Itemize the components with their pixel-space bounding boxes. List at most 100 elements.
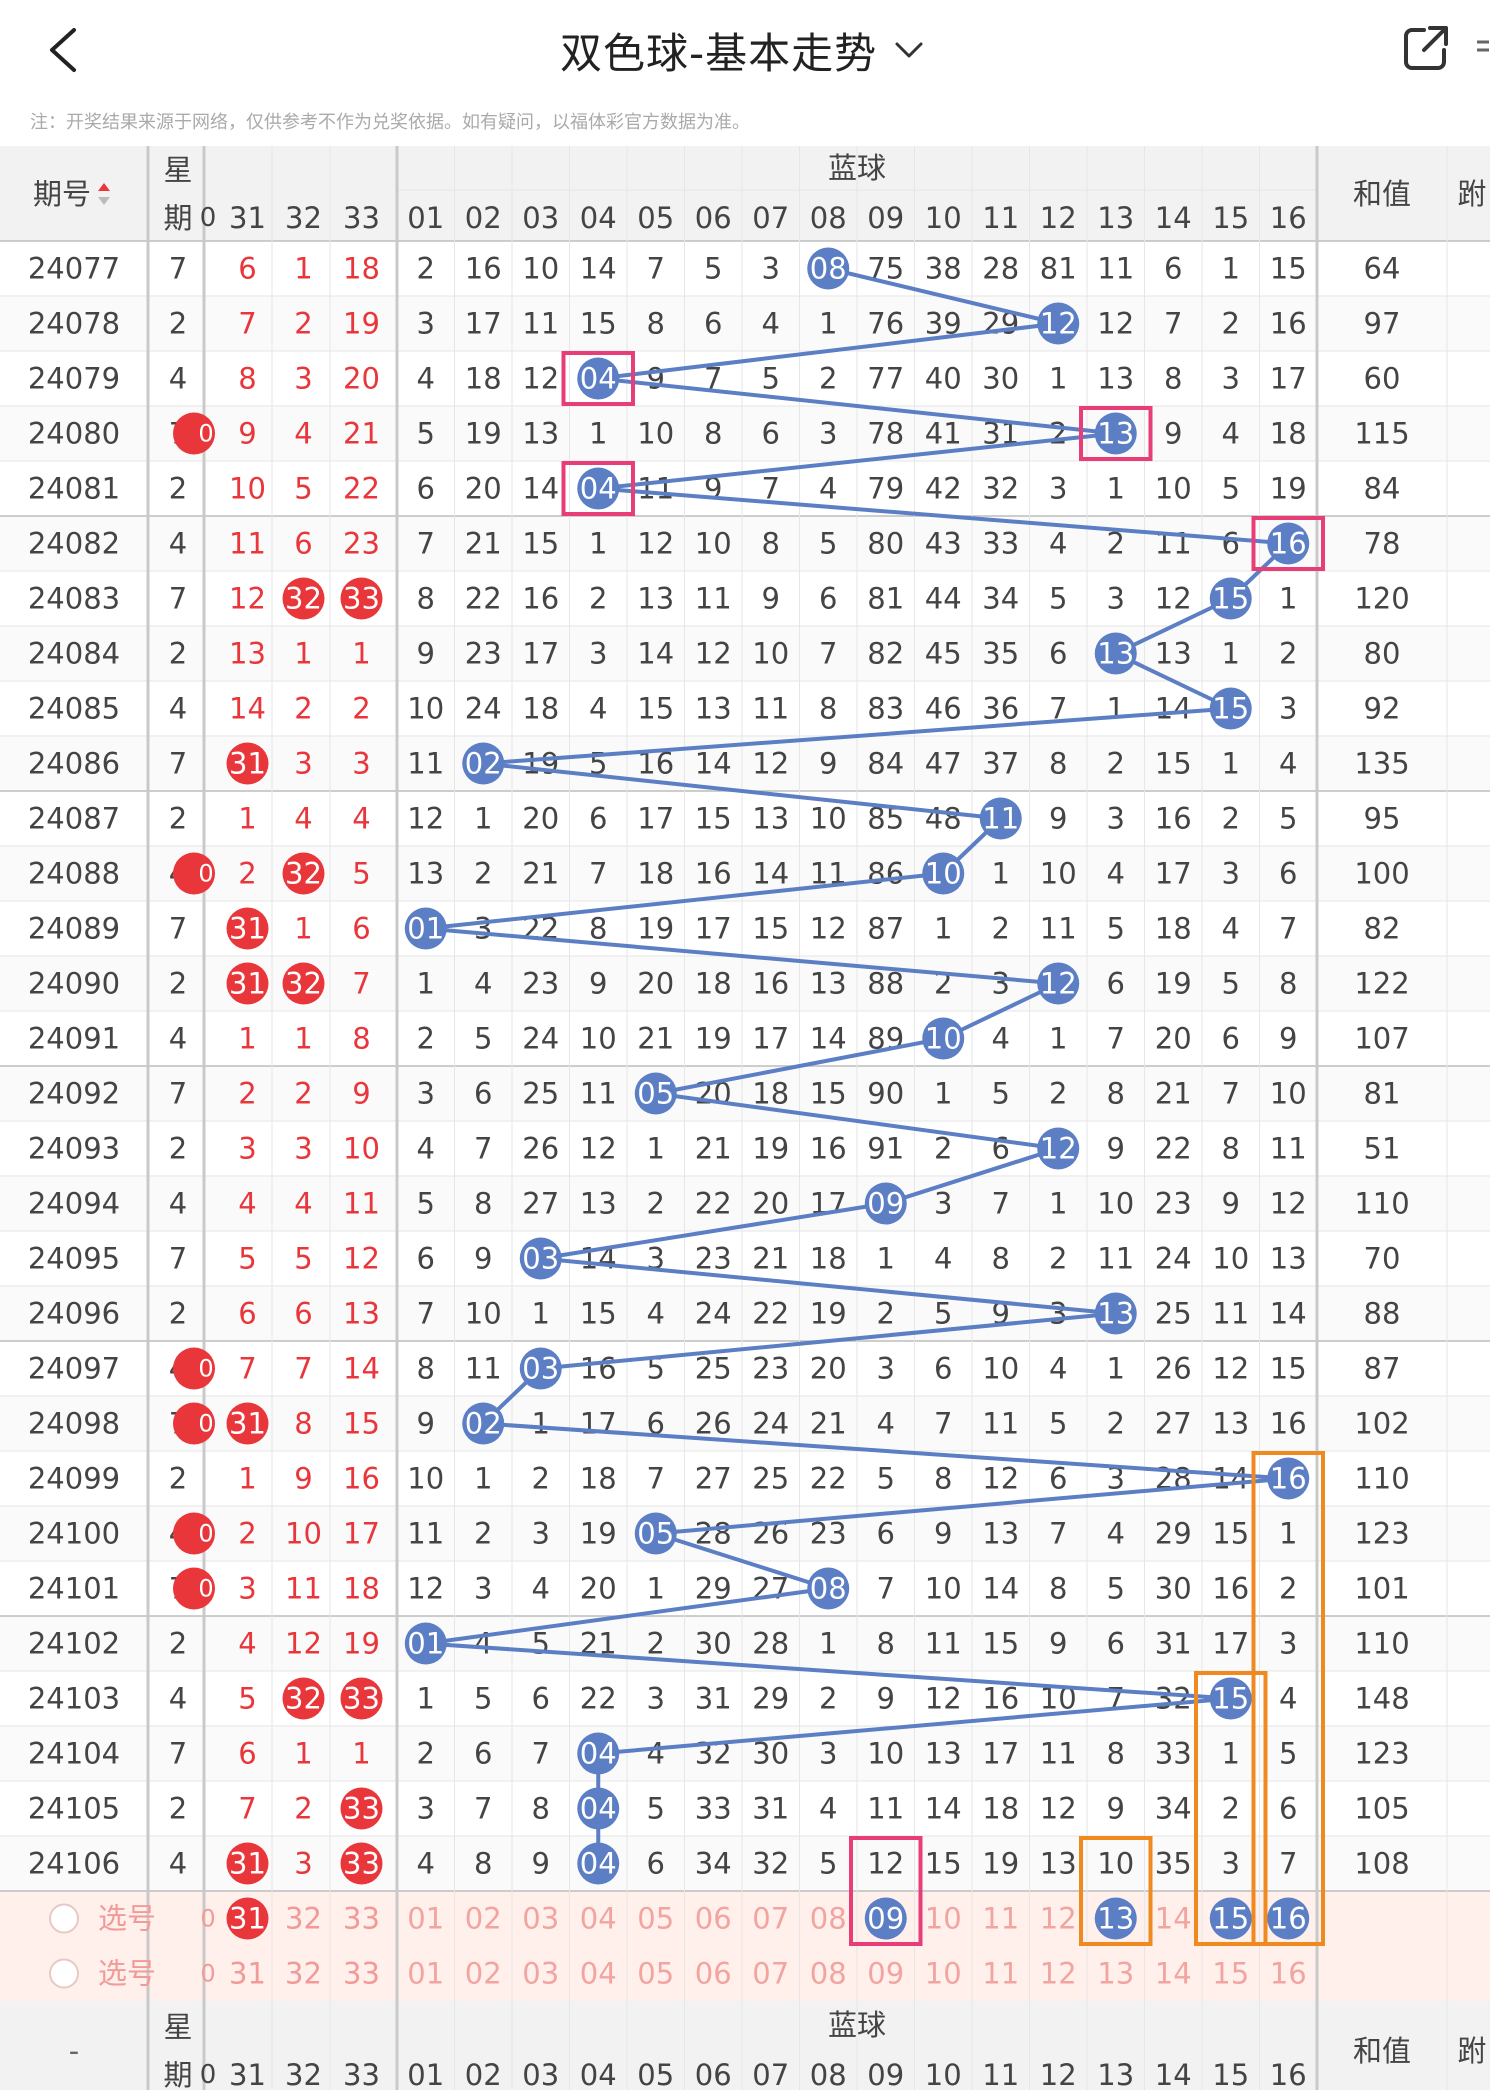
column-header-issue[interactable]: 期号: [33, 177, 91, 211]
blue-omission-cell: 12: [752, 747, 789, 781]
chart-type-selector[interactable]: 双色球-基本走势: [560, 18, 927, 82]
red-omission-cell: 19: [343, 1627, 380, 1661]
select-red-partial[interactable]: 0: [200, 1905, 215, 1933]
chevron-left-icon[interactable]: [30, 22, 90, 78]
blue-omission-cell: 5: [704, 252, 722, 286]
blue-omission-cell: 7: [532, 1737, 550, 1771]
selected-blue-ball[interactable]: [864, 1897, 907, 1940]
select-blue-number[interactable]: 14: [1155, 1957, 1192, 1991]
select-blue-number[interactable]: 11: [982, 1902, 1019, 1936]
select-blue-number[interactable]: 16: [1270, 1957, 1307, 1991]
selected-blue-ball[interactable]: [1094, 1897, 1137, 1940]
blue-omission-cell: 23: [522, 967, 559, 1001]
select-blue-number[interactable]: 02: [465, 1957, 502, 1991]
selected-blue-ball-label[interactable]: 15: [1212, 1902, 1249, 1936]
select-blue-number[interactable]: 04: [580, 1957, 617, 1991]
select-blue-number[interactable]: 07: [752, 1902, 789, 1936]
select-blue-number[interactable]: 06: [695, 1902, 732, 1936]
more-icon[interactable]: [1475, 30, 1490, 70]
selected-blue-ball-label[interactable]: 09: [867, 1902, 904, 1936]
blue-omission-cell: 12: [982, 1462, 1019, 1496]
select-blue-number[interactable]: 07: [752, 1957, 789, 1991]
select-blue-number[interactable]: 12: [1040, 1957, 1077, 1991]
blue-column-header: 01: [407, 2058, 444, 2090]
blue-omission-cell: 21: [810, 1407, 847, 1441]
blue-omission-cell: 8: [1279, 967, 1297, 1001]
select-blue-number[interactable]: 08: [810, 1902, 847, 1936]
selected-red-ball-label[interactable]: 31: [229, 1902, 266, 1936]
selected-blue-ball[interactable]: [1267, 1897, 1310, 1940]
blue-omission-cell: 3: [819, 417, 837, 451]
issue-cell: 24090: [28, 967, 120, 1001]
share-icon[interactable]: [1398, 20, 1454, 76]
issue-cell: 24102: [28, 1627, 120, 1661]
select-blue-number[interactable]: 01: [407, 1957, 444, 1991]
select-blue-number[interactable]: 03: [522, 1902, 559, 1936]
select-blue-number[interactable]: 01: [407, 1902, 444, 1936]
selected-blue-ball-label[interactable]: 13: [1097, 1902, 1134, 1936]
blue-omission-cell: 13: [1040, 1847, 1077, 1881]
select-blue-number[interactable]: 14: [1155, 1902, 1192, 1936]
select-blue-number[interactable]: 11: [982, 1957, 1019, 1991]
blue-omission-cell: 5: [417, 1187, 435, 1221]
blue-omission-cell: 6: [417, 472, 435, 506]
table-row: 24084 2 13 1 1 9 23 17 3 14 12 10 7 82 45 35 6 13 1 2 80: [28, 637, 1401, 671]
red-omission-cell: 7: [238, 1792, 256, 1826]
select-red-number[interactable]: 31: [229, 1957, 266, 1991]
blue-omission-cell: 12: [1270, 1187, 1307, 1221]
selected-red-ball[interactable]: [226, 1897, 269, 1940]
select-label[interactable]: 选号: [98, 1902, 156, 1936]
sort-icon[interactable]: [98, 183, 110, 205]
blue-omission-cell: 6: [417, 1242, 435, 1276]
select-blue-number[interactable]: 08: [810, 1957, 847, 1991]
select-blue-number[interactable]: 12: [1040, 1902, 1077, 1936]
select-red-partial[interactable]: 0: [200, 1960, 215, 1988]
select-red-number[interactable]: 32: [285, 1957, 322, 1991]
blue-column-header: 15: [1212, 2058, 1249, 2090]
blue-omission-cell: 4: [1222, 417, 1240, 451]
select-radio[interactable]: [49, 1903, 79, 1934]
blue-column-header: 04: [580, 2058, 617, 2090]
table-row: 24096 2 6 6 13 7 10 1 15 4 24 22 19 2 5 9 3 25 11 14 88: [28, 1297, 1401, 1331]
blue-omission-cell: 2: [589, 582, 607, 616]
column-header-week: 星: [163, 153, 192, 187]
blue-omission-cell: 19: [465, 417, 502, 451]
select-blue-number[interactable]: 10: [925, 1957, 962, 1991]
select-blue-number[interactable]: 15: [1212, 1957, 1249, 1991]
blue-omission-cell: 4: [1107, 857, 1125, 891]
sum-cell: 78: [1364, 527, 1401, 561]
red-ball-partial-label: 0: [198, 1410, 213, 1438]
selected-blue-ball[interactable]: [1209, 1897, 1252, 1940]
select-blue-number[interactable]: 04: [580, 1902, 617, 1936]
issue-cell: 24080: [28, 417, 120, 451]
blue-omission-cell: 10: [695, 527, 732, 561]
red-omission-cell: 2: [294, 1792, 312, 1826]
select-radio[interactable]: [49, 1958, 79, 1989]
blue-omission-cell: 1: [647, 1132, 665, 1166]
selected-blue-ball-label[interactable]: 16: [1270, 1902, 1307, 1936]
select-red-number[interactable]: 33: [343, 1957, 380, 1991]
select-label[interactable]: 选号: [98, 1957, 156, 1991]
select-blue-number[interactable]: 05: [637, 1957, 674, 1991]
select-blue-number[interactable]: 05: [637, 1902, 674, 1936]
select-red-number[interactable]: 32: [285, 1902, 322, 1936]
pink-highlight-box: [561, 351, 635, 406]
select-blue-number[interactable]: 02: [465, 1902, 502, 1936]
select-blue-number[interactable]: 10: [925, 1902, 962, 1936]
red-omission-cell: 3: [238, 1572, 256, 1606]
blue-omission-cell: 2: [1049, 1077, 1067, 1111]
select-blue-number[interactable]: 03: [522, 1957, 559, 1991]
blue-column-header: 11: [982, 2058, 1019, 2090]
orange-highlight-box: [1194, 1671, 1268, 1946]
row-stripe: [0, 1726, 1490, 1781]
select-red-number[interactable]: 33: [343, 1902, 380, 1936]
blue-omission-cell: 7: [1049, 692, 1067, 726]
select-blue-number[interactable]: 09: [867, 1957, 904, 1991]
select-blue-number[interactable]: 06: [695, 1957, 732, 1991]
blue-omission-cell: 2: [819, 1682, 837, 1716]
red-ball-label: 33: [343, 1682, 380, 1716]
blue-ball: [519, 1347, 562, 1390]
blue-omission-cell: 38: [925, 252, 962, 286]
issue-cell: 24106: [28, 1847, 120, 1881]
select-blue-number[interactable]: 13: [1097, 1957, 1134, 1991]
